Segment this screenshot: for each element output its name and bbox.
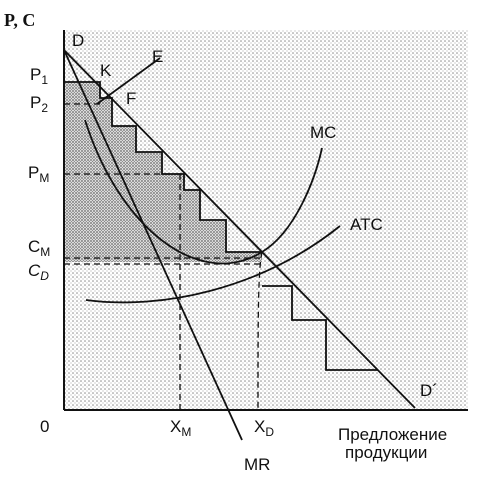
xd-dashed-line <box>257 251 263 411</box>
price-discrimination-staircase <box>64 81 262 253</box>
label-p1: P1 <box>30 65 48 87</box>
label-xd: XD <box>254 417 274 439</box>
marginal-cost-curve <box>84 119 323 265</box>
label-cd: CD <box>28 261 49 283</box>
label-atc: ATC <box>350 215 383 234</box>
label-p2: P2 <box>30 93 48 115</box>
x-axis-label-line2: продукции <box>345 443 427 462</box>
demand-curve <box>63 49 416 409</box>
marginal-revenue-curve <box>63 49 243 441</box>
average-total-cost-curve <box>85 225 341 304</box>
monopoly-surplus-area <box>64 82 262 262</box>
e-line <box>96 57 161 105</box>
x-axis-label-line1: Предложение <box>338 425 447 444</box>
lower-staircase <box>262 285 378 371</box>
label-f: F <box>126 89 136 108</box>
y-axis-label: P, C <box>4 10 35 30</box>
label-mc: MC <box>310 123 336 142</box>
label-mr: MR <box>244 455 270 474</box>
label-e: E <box>152 47 163 66</box>
label-pm: PM <box>28 163 49 185</box>
origin-label: 0 <box>40 417 49 436</box>
label-xm: XM <box>170 417 191 439</box>
label-demand-bottom: D´ <box>420 381 438 400</box>
label-demand-top: D <box>72 31 84 50</box>
label-cm: CM <box>28 237 50 259</box>
label-k: K <box>100 61 112 80</box>
